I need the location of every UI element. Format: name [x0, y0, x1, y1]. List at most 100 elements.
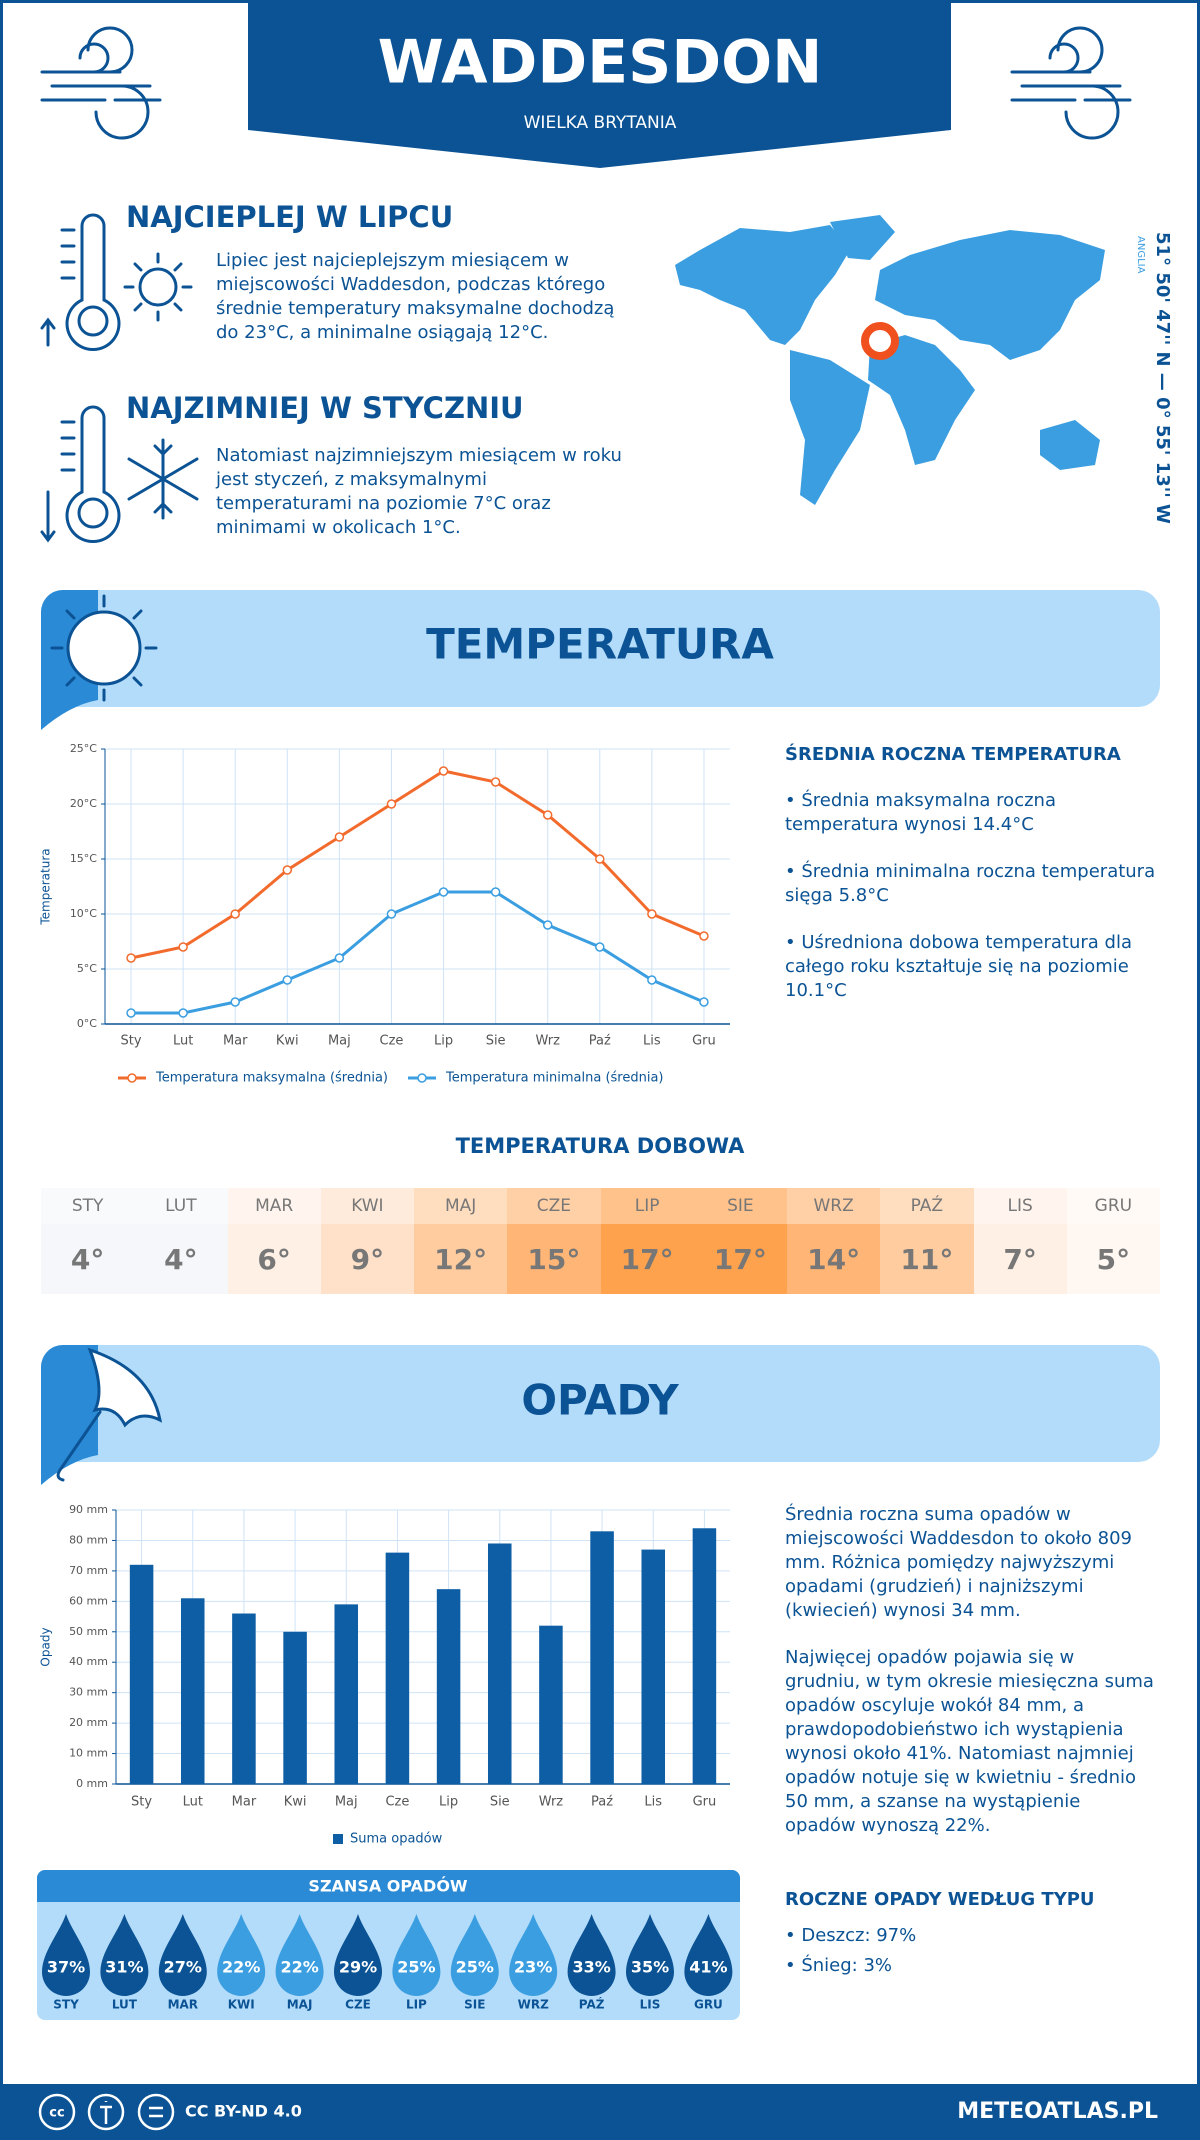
x-tick-label: Gru: [692, 1034, 716, 1049]
summary-title: ŚREDNIA ROCZNA TEMPERATURA: [785, 744, 1121, 765]
month-header: KWI: [320, 1188, 414, 1224]
x-tick-label: Lut: [173, 1034, 193, 1049]
month-header: MAJ: [414, 1188, 508, 1224]
month-value: 14°: [807, 1242, 861, 1276]
month-header: MAR: [227, 1188, 321, 1224]
type-item: • Deszcz: 97%: [785, 1925, 917, 1946]
y-tick-label: 0°C: [77, 1017, 97, 1030]
point: [230, 997, 240, 1007]
x-tick-label: Wrz: [539, 1795, 564, 1810]
drop-label: 22%: [222, 1958, 260, 1977]
month-value: 7°: [1003, 1242, 1037, 1276]
umbrella-icon: [56, 1347, 163, 1482]
bar: [692, 1528, 717, 1784]
section-title: TEMPERATURA: [426, 620, 774, 669]
point: [386, 909, 397, 919]
drop-label: 35%: [631, 1958, 669, 1977]
x-tick-label: Sie: [490, 1795, 510, 1810]
month-header: LIP: [600, 1188, 694, 1224]
chance-title: SZANSA OPADÓW: [308, 1877, 468, 1896]
month-value: 17°: [620, 1242, 674, 1276]
y-tick-label: 20 mm: [69, 1716, 108, 1729]
month-value: 12°: [434, 1242, 488, 1276]
summary-item: • Uśredniona dobowa temperatura dla całe…: [785, 932, 1133, 1001]
drop-label: 27%: [164, 1958, 202, 1977]
drop: [275, 1914, 324, 1997]
point: [282, 975, 293, 985]
y-tick-label: 50 mm: [69, 1625, 108, 1638]
point: [490, 777, 501, 787]
license: CC BY-ND 4.0: [185, 2102, 302, 2121]
drop-month: MAJ: [287, 1998, 313, 2012]
bar: [539, 1625, 563, 1784]
y-tick-label: 10°C: [70, 907, 97, 920]
warmest-title: NAJCIEPLEJ W LIPCU: [126, 200, 454, 234]
summary-item: • Średnia maksymalna roczna temperatura …: [785, 790, 1056, 835]
table-column: MAJ 12°: [414, 1188, 508, 1294]
table-column: STY 4°: [41, 1188, 135, 1294]
drop: [158, 1914, 207, 1997]
table-column: LIS 7°: [973, 1188, 1067, 1294]
drop: [334, 1914, 382, 1996]
drop-label: 29%: [339, 1958, 377, 1977]
country: WIELKA BRYTANIA: [524, 113, 677, 133]
point: [438, 766, 449, 776]
x-tick-label: Cze: [385, 1795, 409, 1810]
bar: [487, 1543, 512, 1784]
table-column: GRU 5°: [1066, 1188, 1160, 1294]
daily-table: STY 4° LUT 4° MAR 6° KWI 9° MAJ 12° CZE 15° LIP 17° SI…: [41, 1188, 1160, 1294]
drop-label: 37%: [47, 1958, 85, 1977]
line: [130, 769, 705, 960]
table-column: LIP 17°: [600, 1188, 694, 1294]
y-tick-label: 10 mm: [69, 1747, 108, 1760]
drop: [100, 1914, 149, 1997]
header-banner: [248, 0, 951, 168]
bar: [436, 1589, 461, 1784]
type-item: • Śnieg: 3%: [785, 1955, 893, 1976]
month-value: 4°: [70, 1242, 105, 1276]
month-value: 6°: [257, 1242, 291, 1276]
x-tick-label: Mar: [232, 1795, 257, 1810]
point: [595, 854, 605, 864]
y-tick-label: 5°C: [77, 962, 97, 975]
bar: [641, 1549, 666, 1784]
x-tick-label: Gru: [693, 1795, 717, 1810]
bar: [590, 1531, 614, 1784]
drop-label: 25%: [456, 1958, 494, 1977]
y-tick-label: 20°C: [70, 797, 97, 810]
month-header: SIE: [693, 1188, 787, 1224]
section-title: OPADY: [521, 1376, 679, 1425]
x-tick-label: Kwi: [276, 1034, 299, 1049]
bar: [180, 1598, 205, 1784]
coldest-text: Natomiast najzimniejszym miesiącem w rok…: [216, 445, 622, 538]
location-marker: [861, 322, 899, 360]
drop-month: WRZ: [518, 1998, 549, 2012]
x-tick-label: Cze: [380, 1034, 404, 1049]
table-column: SIE 17°: [693, 1188, 787, 1294]
y-tick-label: 40 mm: [69, 1655, 108, 1668]
warmest-text: Lipiec jest najcieplejszym miesiącem w m…: [216, 250, 615, 343]
x-tick-label: Paź: [589, 1034, 611, 1049]
month-value: 9°: [350, 1242, 385, 1276]
x-tick-label: Maj: [328, 1034, 351, 1049]
y-tick-label: 80 mm: [69, 1533, 108, 1546]
table-column: LUT 4°: [134, 1188, 228, 1294]
wind-icon: [1010, 26, 1132, 140]
x-tick-label: Lut: [183, 1795, 203, 1810]
point: [438, 887, 449, 897]
point: [595, 942, 605, 952]
point: [647, 909, 657, 919]
x-tick-label: Sty: [121, 1034, 142, 1049]
point: [699, 997, 709, 1007]
daily-title: TEMPERATURA DOBOWA: [455, 1134, 745, 1158]
drop-label: 22%: [280, 1958, 318, 1977]
y-tick-label: 90 mm: [69, 1503, 108, 1516]
bar: [283, 1631, 307, 1784]
legend-swatch: [417, 1073, 427, 1083]
drop: [567, 1914, 616, 1997]
month-header: CZE: [507, 1188, 601, 1224]
region: ANGLIA: [1135, 236, 1146, 274]
city-title: WADDESDON: [378, 28, 823, 98]
drop-month: MAR: [168, 1998, 198, 2012]
